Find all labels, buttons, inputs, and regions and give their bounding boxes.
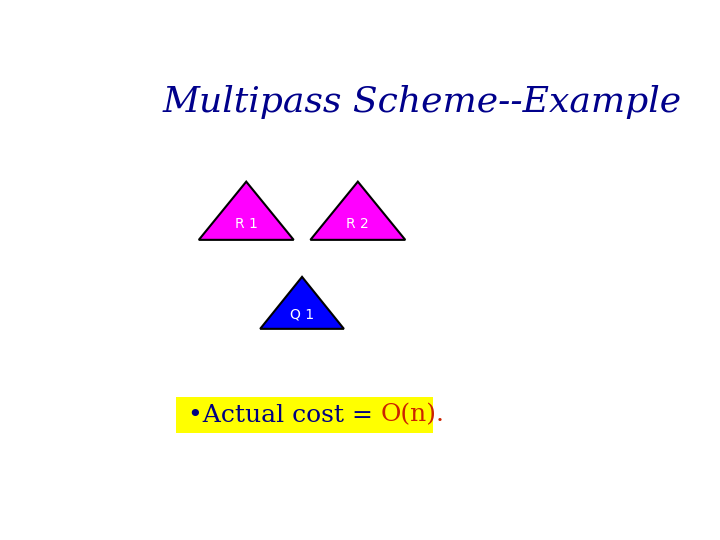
Text: Multipass Scheme--Example: Multipass Scheme--Example [163, 85, 682, 119]
Polygon shape [260, 277, 344, 329]
Text: R 2: R 2 [346, 217, 369, 231]
Polygon shape [310, 181, 405, 240]
Bar [176, 397, 433, 433]
Polygon shape [199, 181, 294, 240]
Text: Q 1: Q 1 [290, 307, 314, 321]
Text: R 1: R 1 [235, 217, 258, 231]
Text: O(n).: O(n). [381, 403, 444, 427]
Text: •Actual cost =: •Actual cost = [188, 403, 381, 427]
